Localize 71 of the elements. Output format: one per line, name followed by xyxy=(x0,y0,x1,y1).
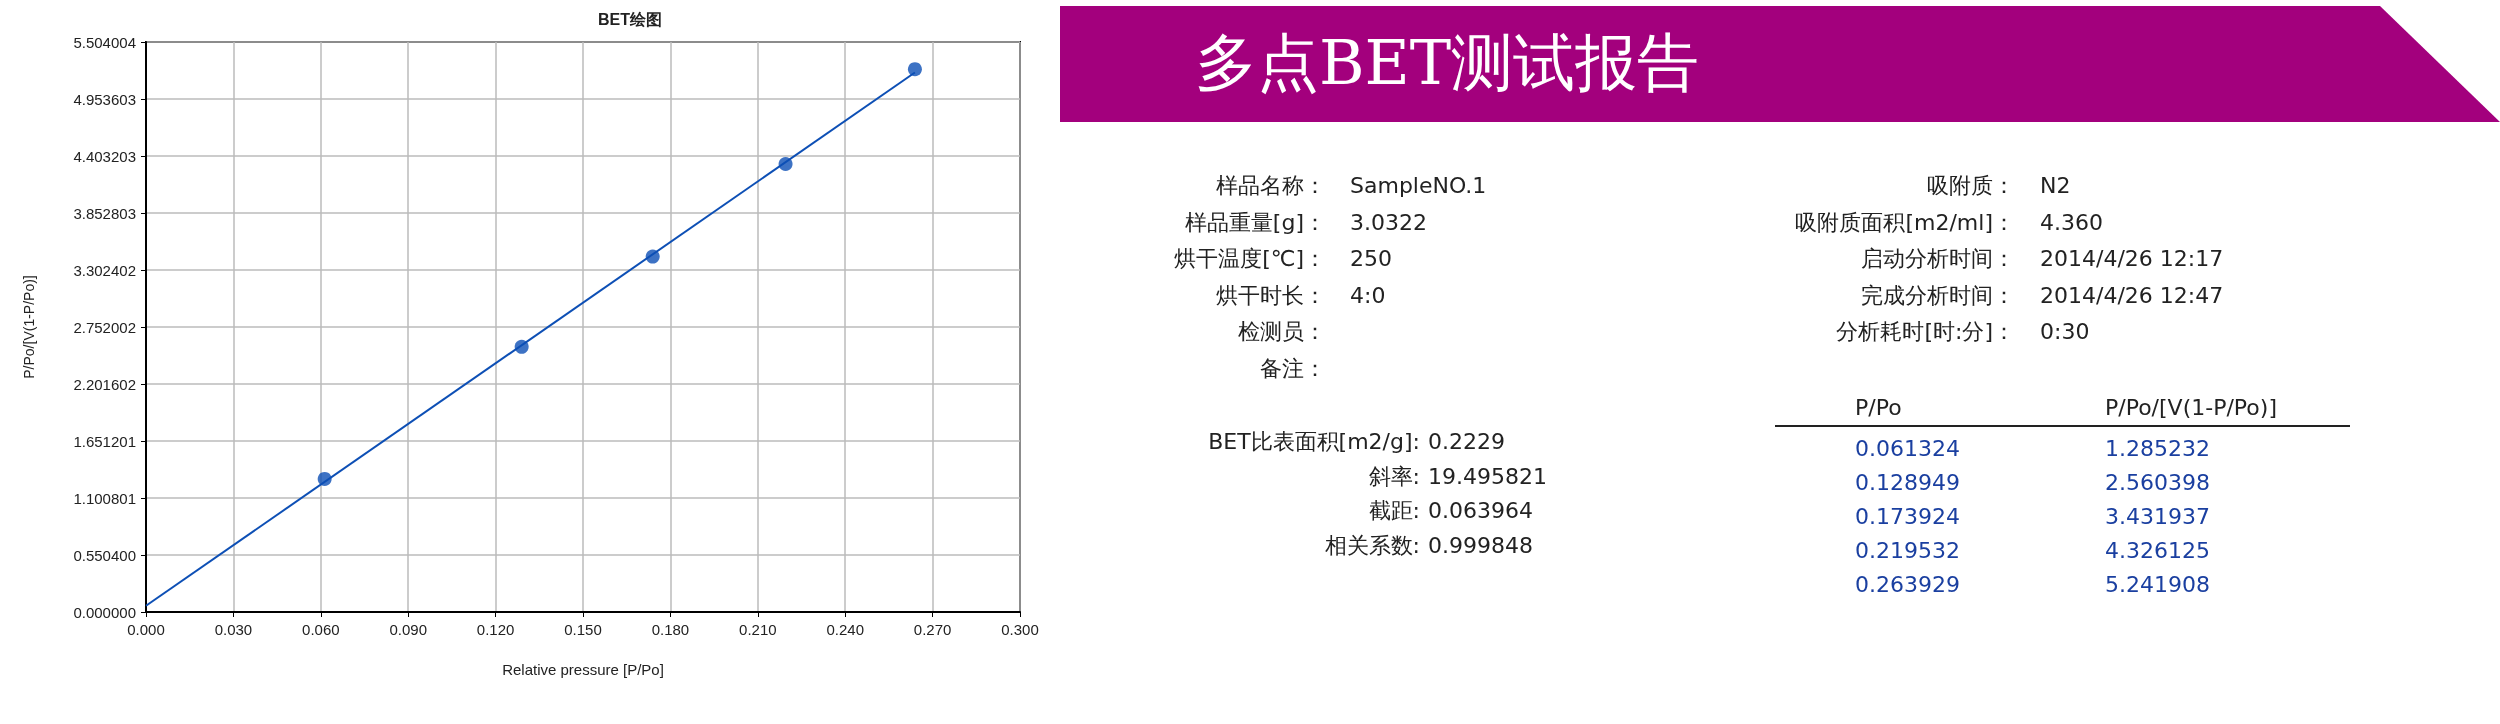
text: P/Po/[V(1-P/Po)] xyxy=(2105,394,2277,422)
text: 启动分析时间： xyxy=(1861,245,2015,273)
y-tick-label: 2.201602 xyxy=(73,375,136,393)
text: 检测员： xyxy=(1238,318,1326,346)
y-tick-label: 1.100801 xyxy=(73,489,136,507)
text: 3.0322 xyxy=(1350,208,1427,237)
text: 0.999848 xyxy=(1428,531,1533,560)
y-tick-label: 1.651201 xyxy=(73,432,136,450)
text: SampleNO.1 xyxy=(1350,172,1487,200)
text: 截距: xyxy=(1368,497,1420,525)
text: 样品名称： xyxy=(1216,172,1326,200)
text: 备注： xyxy=(1260,354,1326,383)
text: 4.326125 xyxy=(2105,537,2210,565)
x-tick-label: 0.090 xyxy=(389,621,427,638)
text: 分析耗时[时:分]： xyxy=(1836,318,2015,346)
y-tick-label: 2.752002 xyxy=(73,318,136,336)
x-tick-label: 0.030 xyxy=(214,621,253,638)
text: 2014/4/26 12:47 xyxy=(2040,281,2224,310)
text: 烘干时长： xyxy=(1216,281,1326,310)
y-tick-label: 3.852803 xyxy=(73,204,136,222)
x-tick-label: 0.270 xyxy=(913,621,952,638)
y-tick-label: 5.504004 xyxy=(73,33,136,51)
text: 19.495821 xyxy=(1428,462,1547,491)
text: 4:0 xyxy=(1350,281,1386,310)
text: 样品重量[g]： xyxy=(1184,208,1326,237)
x-tick-label: 0.300 xyxy=(1001,621,1039,638)
text: 烘干温度[℃]： xyxy=(1174,245,1326,273)
text: 0.128949 xyxy=(1855,469,1960,497)
text: 0.2229 xyxy=(1428,428,1505,456)
point xyxy=(778,156,793,171)
text: 多点BET测试报告 xyxy=(1195,26,1700,99)
point xyxy=(514,339,529,354)
text: 4.360 xyxy=(2040,208,2103,237)
y-tick-label: 4.953603 xyxy=(73,90,136,108)
point xyxy=(317,471,332,486)
text: P/Po xyxy=(1855,394,1902,422)
text: 吸附质面积[m2/ml]： xyxy=(1795,208,2015,237)
text: 斜率: xyxy=(1368,462,1420,491)
text: 2.560398 xyxy=(2105,469,2210,497)
text: 2014/4/26 12:17 xyxy=(2040,245,2224,273)
text: 250 xyxy=(1350,245,1392,273)
y-tick-label: 4.403203 xyxy=(73,147,136,165)
text: 0.061324 xyxy=(1855,435,1960,463)
y-tick-label: 0.000000 xyxy=(73,603,136,621)
text: 相关系数: xyxy=(1324,531,1420,560)
chart-title: BET绘图 xyxy=(598,10,662,28)
text: 吸附质： xyxy=(1927,172,2015,200)
x-tick-label: 0.240 xyxy=(826,621,864,638)
x-tick-label: 0.150 xyxy=(564,621,602,638)
text: 3.431937 xyxy=(2105,503,2210,531)
text: BET比表面积[m2/g]: xyxy=(1208,428,1420,456)
x-tick-label: 0.120 xyxy=(476,621,515,638)
point xyxy=(907,62,922,77)
text: N2 xyxy=(2040,172,2071,200)
text: 0.263929 xyxy=(1855,571,1960,599)
y-tick-label: 3.302402 xyxy=(73,261,136,279)
text: 0.063964 xyxy=(1428,497,1533,525)
text: 5.241908 xyxy=(2105,571,2210,599)
text: 1.285232 xyxy=(2105,435,2210,463)
x-axis-title: Relative pressure [P/Po] xyxy=(502,661,664,678)
text: 0.219532 xyxy=(1855,537,1960,565)
point xyxy=(645,249,660,264)
text: 0:30 xyxy=(2040,318,2090,346)
y-tick-label: 0.550400 xyxy=(73,546,136,564)
x-tick-label: 0.210 xyxy=(739,621,777,638)
text: 完成分析时间： xyxy=(1861,281,2015,310)
y-axis-title: P/Po/[V(1-P/Po)] xyxy=(21,275,37,379)
x-tick-label: 0.000 xyxy=(127,621,165,638)
x-tick-label: 0.180 xyxy=(651,621,690,638)
x-tick-label: 0.060 xyxy=(302,621,340,638)
text: 0.173924 xyxy=(1855,503,1960,531)
